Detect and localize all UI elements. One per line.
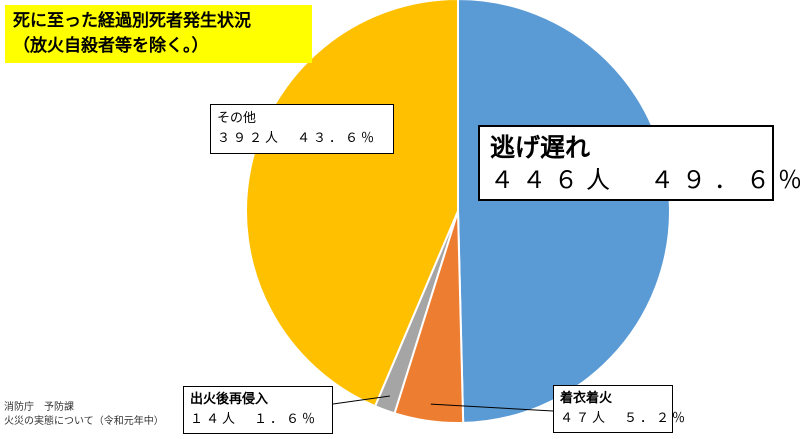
chart-title-line1: 死に至った経過別死者発生状況 — [13, 11, 251, 31]
slice-label-escape-value: ４４６人 ４９．６％ — [490, 166, 800, 194]
slice-label-other-name: その他 — [217, 111, 257, 126]
slice-label-clothing-fire: 着衣着火 ４７人 ５．２％ — [553, 385, 689, 433]
slice-label-escape-name: 逃げ遅れ — [490, 133, 591, 162]
source-note-line1: 消防庁 予防課 — [4, 402, 74, 413]
chart-title-line2: （放火自殺者等を除く。） — [13, 36, 209, 56]
slice-label-reentry-value: １４人 １．６％ — [190, 412, 319, 427]
slice-label-clothing-fire-name: 着衣着火 — [560, 391, 613, 406]
source-note: 消防庁 予防課 火災の実態について（令和元年中） — [4, 401, 164, 429]
leader-line-reentry — [332, 395, 390, 405]
pie-slice-escape — [457, 0, 671, 424]
slice-label-clothing-fire-value: ４７人 ５．２％ — [560, 411, 689, 426]
slice-label-reentry: 出火後再侵入 １４人 １．６％ — [183, 386, 333, 434]
leader-line-clothing-fire — [430, 403, 554, 412]
source-note-line2: 火災の実態について（令和元年中） — [4, 416, 164, 427]
slice-label-other: その他 ３９２人 ４３．６％ — [210, 104, 394, 154]
chart-title: 死に至った経過別死者発生状況 （放火自殺者等を除く。） — [5, 5, 312, 63]
slice-label-other-value: ３９２人 ４３．６％ — [217, 131, 378, 146]
pie-slice-other — [245, 0, 459, 408]
slice-label-escape: 逃げ遅れ ４４６人 ４９．６％ — [478, 125, 800, 201]
slice-label-reentry-name: 出火後再侵入 — [190, 392, 269, 407]
